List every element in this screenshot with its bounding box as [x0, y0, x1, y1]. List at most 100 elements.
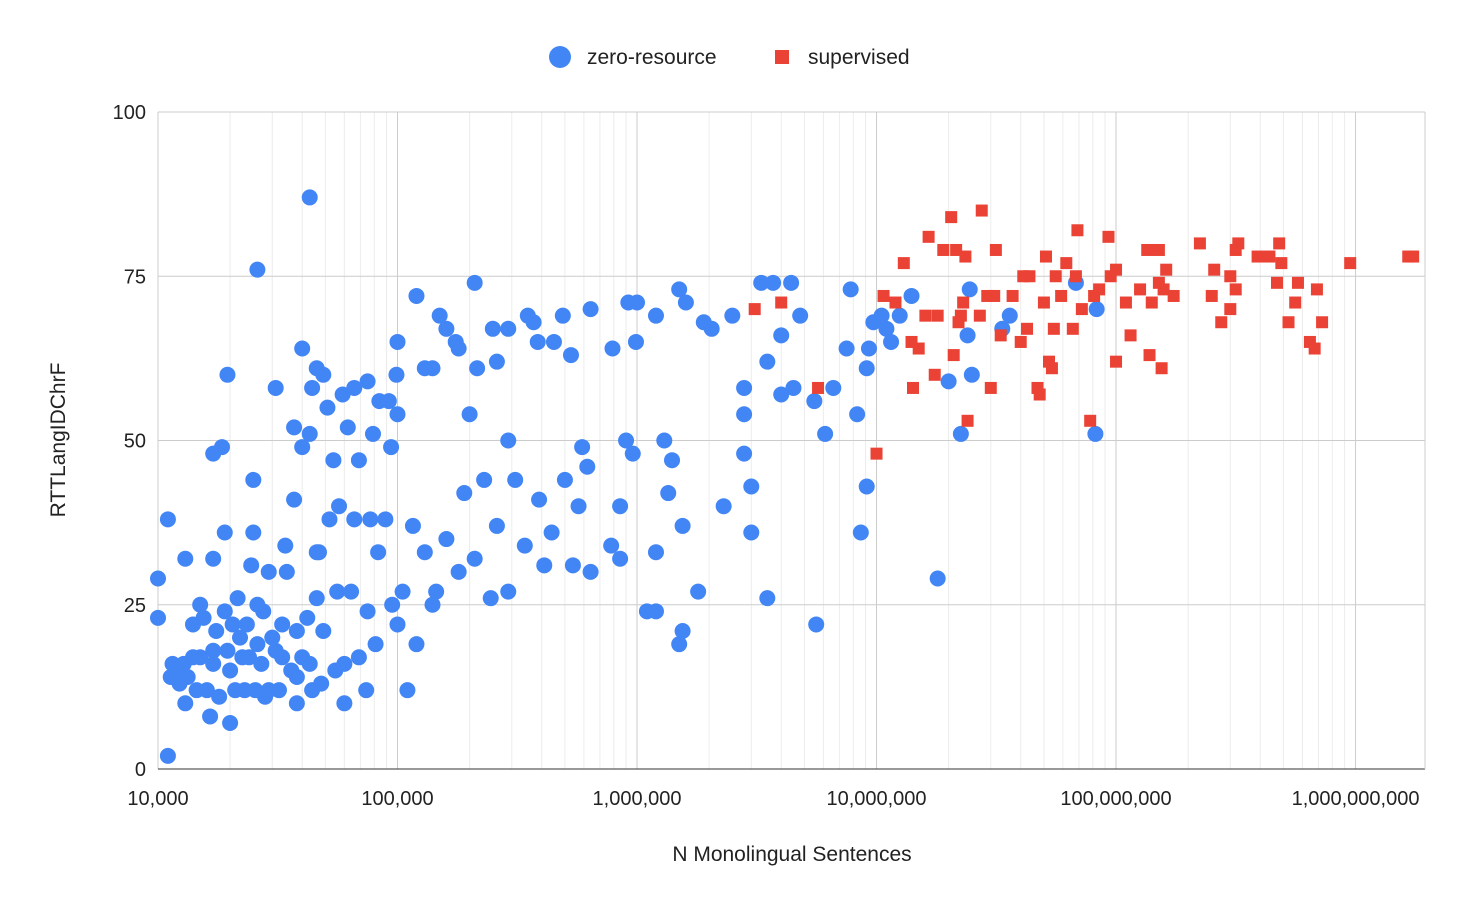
data-point-supervised — [1060, 257, 1073, 270]
x-tick-label: 10,000,000 — [826, 788, 926, 810]
data-point-zero-resource — [384, 596, 401, 613]
data-point-zero-resource — [671, 281, 688, 298]
data-point-supervised — [1071, 224, 1084, 237]
data-point-zero-resource — [1088, 301, 1105, 318]
data-point-zero-resource — [339, 419, 356, 436]
data-point-zero-resource — [753, 274, 770, 291]
data-point-zero-resource — [350, 452, 367, 469]
legend-marker-supervised — [775, 50, 789, 64]
data-point-zero-resource — [245, 524, 262, 541]
data-point-zero-resource — [301, 189, 318, 206]
data-point-zero-resource — [428, 583, 445, 600]
data-point-supervised — [1270, 276, 1283, 289]
data-point-supervised — [975, 204, 988, 217]
data-point-zero-resource — [299, 609, 316, 626]
data-point-zero-resource — [205, 550, 222, 567]
data-point-supervised — [1033, 388, 1046, 401]
data-point-supervised — [1205, 289, 1218, 302]
data-point-zero-resource — [224, 616, 241, 633]
data-point-zero-resource — [482, 590, 499, 607]
data-point-zero-resource — [456, 485, 473, 502]
data-point-supervised — [945, 211, 958, 224]
data-point-zero-resource — [367, 636, 384, 653]
data-point-zero-resource — [358, 682, 375, 699]
data-point-supervised — [1316, 316, 1329, 329]
data-point-zero-resource — [883, 333, 900, 350]
data-point-zero-resource — [961, 281, 978, 298]
data-point-zero-resource — [213, 439, 230, 456]
data-point-zero-resource — [952, 425, 969, 442]
data-point-zero-resource — [903, 287, 920, 304]
data-point-supervised — [1119, 296, 1132, 309]
data-point-zero-resource — [507, 471, 524, 488]
data-point-supervised — [748, 303, 761, 316]
data-point-supervised — [919, 309, 932, 322]
data-point-zero-resource — [536, 557, 553, 574]
data-point-zero-resource — [243, 557, 260, 574]
data-point-zero-resource — [249, 596, 266, 613]
data-point-zero-resource — [380, 393, 397, 410]
data-point-zero-resource — [562, 347, 579, 364]
data-point-supervised — [1291, 276, 1304, 289]
data-point-zero-resource — [940, 373, 957, 390]
data-point-zero-resource — [184, 616, 201, 633]
data-point-supervised — [1037, 296, 1050, 309]
data-point-zero-resource — [359, 373, 376, 390]
data-point-zero-resource — [525, 314, 542, 331]
data-point-zero-resource — [325, 452, 342, 469]
data-point-supervised — [1275, 257, 1288, 270]
data-point-zero-resource — [806, 393, 823, 410]
data-point-supervised — [959, 250, 972, 263]
data-point-zero-resource — [277, 537, 294, 554]
data-point-supervised — [1167, 289, 1180, 302]
data-point-zero-resource — [543, 524, 560, 541]
data-point-supervised — [1273, 237, 1286, 250]
data-point-zero-resource — [286, 491, 303, 508]
x-axis-title: N Monolingual Sentences — [672, 843, 911, 866]
data-point-zero-resource — [150, 570, 166, 587]
data-point-supervised — [889, 296, 902, 309]
data-point-zero-resource — [346, 511, 363, 528]
data-point-zero-resource — [582, 563, 599, 580]
data-point-zero-resource — [604, 340, 621, 357]
data-point-zero-resource — [638, 603, 655, 620]
data-point-zero-resource — [759, 590, 776, 607]
data-point-supervised — [877, 289, 890, 302]
data-point-supervised — [1215, 316, 1228, 329]
data-point-zero-resource — [759, 353, 776, 370]
data-point-zero-resource — [202, 708, 219, 725]
data-point-supervised — [1224, 303, 1237, 316]
data-point-zero-resource — [792, 307, 809, 324]
data-point-supervised — [1084, 414, 1097, 427]
data-point-zero-resource — [929, 570, 946, 587]
data-point-supervised — [954, 309, 967, 322]
data-point-zero-resource — [313, 675, 330, 692]
legend-label-supervised: supervised — [808, 46, 910, 69]
data-point-supervised — [928, 368, 941, 381]
data-point-zero-resource — [674, 623, 691, 640]
data-point-zero-resource — [959, 327, 976, 344]
data-point-zero-resource — [308, 590, 325, 607]
series-supervised — [748, 204, 1420, 460]
data-point-supervised — [1141, 243, 1154, 256]
data-point-zero-resource — [424, 360, 441, 377]
data-point-zero-resource — [404, 517, 421, 534]
data-point-zero-resource — [327, 662, 344, 679]
data-point-zero-resource — [288, 695, 305, 712]
data-point-zero-resource — [852, 524, 869, 541]
data-point-zero-resource — [817, 425, 834, 442]
data-point-supervised — [1229, 283, 1242, 296]
data-point-zero-resource — [674, 517, 691, 534]
data-point-supervised — [984, 381, 997, 394]
data-point-zero-resource — [232, 629, 249, 646]
data-point-zero-resource — [241, 649, 258, 666]
data-point-zero-resource — [488, 353, 505, 370]
data-point-supervised — [1021, 322, 1034, 335]
data-point-zero-resource — [216, 524, 233, 541]
data-point-zero-resource — [370, 544, 387, 561]
data-point-supervised — [937, 243, 950, 256]
data-point-zero-resource — [488, 517, 505, 534]
data-point-zero-resource — [469, 360, 486, 377]
data-point-zero-resource — [288, 623, 305, 640]
data-point-zero-resource — [438, 320, 455, 337]
